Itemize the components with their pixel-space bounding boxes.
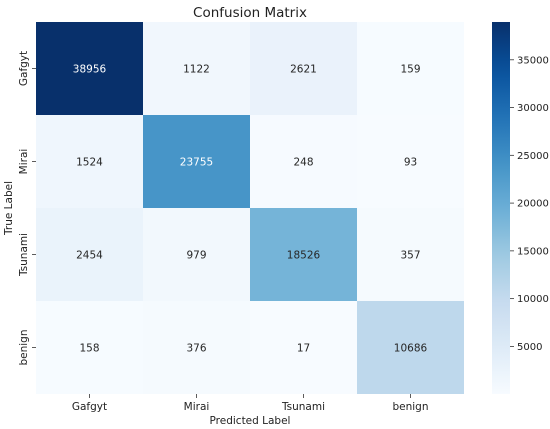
heatmap-cell — [143, 301, 250, 394]
cell-value-label: 23755 — [180, 157, 213, 169]
cell-value-label: 93 — [404, 157, 417, 169]
y-tick-label: Gafgyt — [18, 51, 30, 86]
heatmap-cell — [36, 22, 143, 115]
cell-value-label: 18526 — [287, 250, 321, 262]
heatmap-cell — [250, 301, 357, 394]
cell-value-label: 158 — [79, 343, 99, 355]
heatmap-cell — [143, 115, 250, 208]
y-tick-label: Mirai — [18, 149, 30, 175]
colorbar-tick-label: 30000 — [517, 103, 549, 114]
chart-title: Confusion Matrix — [193, 5, 307, 21]
cell-value-label: 1524 — [76, 157, 103, 169]
cell-value-label: 376 — [186, 343, 206, 355]
heatmap-cell — [357, 22, 464, 115]
x-tick-label: Gafgyt — [72, 401, 107, 413]
colorbar-tick-label: 25000 — [517, 151, 549, 162]
colorbar-tick-label: 20000 — [517, 199, 549, 210]
y-axis-label: True Label — [3, 181, 15, 236]
heatmap-cell — [250, 208, 357, 301]
x-axis-ticks: Gafgyt Mirai Tsunami benign — [72, 394, 429, 413]
heatmap-cell — [143, 22, 250, 115]
colorbar-tick-label: 15000 — [517, 246, 549, 257]
colorbar-tick-label: 10000 — [517, 294, 549, 305]
cell-value-label: 2621 — [290, 64, 317, 76]
colorbar-tick-label: 35000 — [517, 55, 549, 66]
y-tick-label: Tsunami — [18, 233, 30, 277]
x-tick-label: Tsunami — [281, 401, 325, 413]
colorbar-gradient — [492, 22, 510, 394]
cell-value-label: 248 — [293, 157, 313, 169]
heatmap-cell — [36, 115, 143, 208]
heatmap-cell — [36, 208, 143, 301]
heatmap-cell — [250, 115, 357, 208]
x-tick-label: Mirai — [184, 401, 210, 413]
cell-value-label: 979 — [186, 250, 206, 262]
cell-value-label: 159 — [400, 64, 420, 76]
heatmap-cell — [143, 208, 250, 301]
heatmap-cell — [357, 115, 464, 208]
heatmap-cell — [357, 208, 464, 301]
colorbar-tick-label: 5000 — [517, 342, 542, 353]
y-axis-ticks: Gafgyt Mirai Tsunami benign — [18, 51, 36, 366]
cell-value-label: 1122 — [183, 64, 210, 76]
heatmap-cell — [250, 22, 357, 115]
heatmap-cells: 38956 1122 2621 159 1524 23755 248 93 2454 979 185… — [36, 22, 464, 394]
y-tick-label: benign — [18, 329, 30, 365]
heatmap-cell — [357, 301, 464, 394]
cell-value-label: 17 — [297, 343, 310, 355]
x-axis-label: Predicted Label — [210, 415, 291, 427]
x-tick-label: benign — [392, 401, 428, 413]
cell-value-label: 357 — [400, 250, 420, 262]
cell-value-label: 10686 — [394, 343, 428, 355]
cell-value-label: 38956 — [73, 64, 107, 76]
colorbar: 5000 10000 15000 20000 25000 30000 35000 — [492, 22, 549, 394]
heatmap-cell — [36, 301, 143, 394]
cell-value-label: 2454 — [76, 250, 103, 262]
